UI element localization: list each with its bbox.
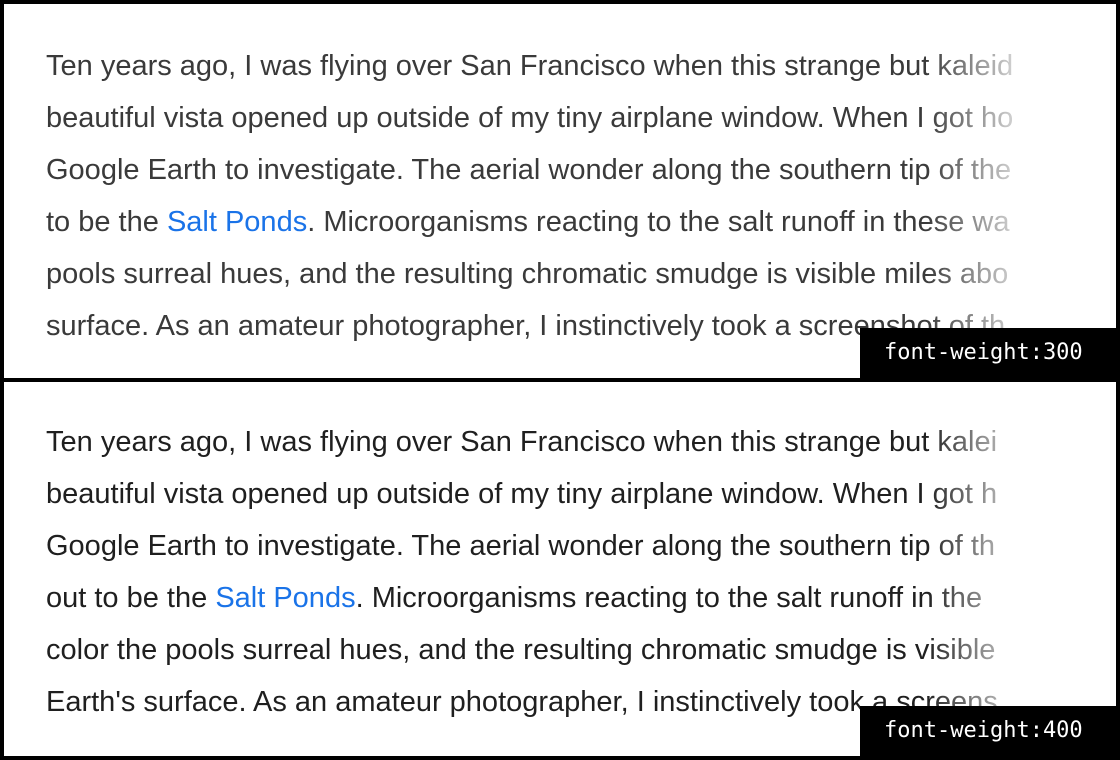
sample-paragraph: Ten years ago, I was flying over San Fra… <box>46 416 1116 728</box>
paragraph-line: surface. As an amateur photographer, I i… <box>46 310 1006 342</box>
paragraph-line: Google Earth to investigate. The aerial … <box>46 530 996 562</box>
paragraph-line: Google Earth to investigate. The aerial … <box>46 154 1012 186</box>
salt-ponds-link[interactable]: Salt Ponds <box>166 206 308 238</box>
paragraph-line: out to be the Salt Ponds. Microorganisms… <box>46 572 1116 624</box>
line-text-after-link: . Microorganisms reacting to the salt ru… <box>355 582 983 614</box>
paragraph-line: Ten years ago, I was flying over San Fra… <box>46 426 998 458</box>
salt-ponds-link[interactable]: Salt Ponds <box>215 582 356 614</box>
font-weight-label: font-weight:400 <box>860 706 1120 756</box>
font-weight-label: font-weight:300 <box>860 328 1120 378</box>
font-weight-400-panel: Ten years ago, I was flying over San Fra… <box>4 382 1116 756</box>
line-text-before-link: to be the <box>46 206 167 238</box>
line-text-after-link: . Microorganisms reacting to the salt ru… <box>307 206 1010 238</box>
paragraph-line: to be the Salt Ponds. Microorganisms rea… <box>46 196 1116 248</box>
paragraph-line: color the pools surreal hues, and the re… <box>46 634 996 666</box>
paragraph-line: Ten years ago, I was flying over San Fra… <box>46 50 1014 82</box>
paragraph-line: beautiful vista opened up outside of my … <box>46 478 998 510</box>
sample-paragraph: Ten years ago, I was flying over San Fra… <box>46 40 1116 352</box>
paragraph-line: pools surreal hues, and the resulting ch… <box>46 258 1009 290</box>
line-text-before-link: out to be the <box>46 582 216 614</box>
paragraph-line: beautiful vista opened up outside of my … <box>46 102 1014 134</box>
paragraph-line: Earth's surface. As an amateur photograp… <box>46 686 998 718</box>
font-weight-300-panel: Ten years ago, I was flying over San Fra… <box>4 4 1116 378</box>
